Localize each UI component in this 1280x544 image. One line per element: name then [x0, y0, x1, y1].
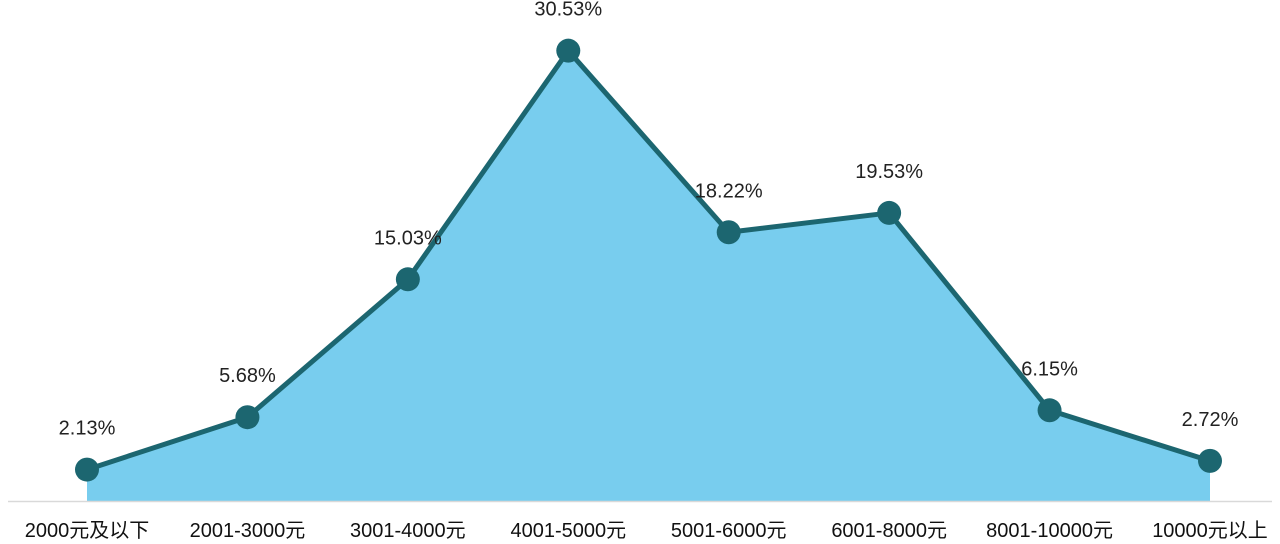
data-point-1	[75, 457, 99, 482]
data-label-layer: 2.13% 5.68% 15.03% 30.53% 18.22% 19.53% 6.15% 2…	[59, 0, 1239, 440]
data-label-4: 30.53%	[534, 0, 602, 21]
area-fill	[87, 50, 1210, 502]
data-point-5	[716, 220, 741, 245]
x-tick-label-4: 4001-5000元	[510, 520, 626, 542]
x-tick-label-1: 2000元及以下	[25, 520, 150, 542]
x-tick-label-3: 3001-4000元	[350, 520, 466, 542]
x-tick-label-2: 2001-3000元	[190, 520, 306, 542]
line-layer	[84, 48, 1213, 473]
data-label-3: 15.03%	[374, 227, 442, 249]
area-layer	[87, 50, 1210, 502]
data-label-1: 2.13%	[59, 418, 116, 440]
x-tick-label-6: 6001-8000元	[831, 520, 947, 542]
data-point-7	[1037, 398, 1062, 423]
data-label-5: 18.22%	[695, 180, 763, 202]
data-point-2	[235, 405, 260, 430]
data-point-4	[556, 38, 581, 63]
data-label-7: 6.15%	[1021, 358, 1078, 380]
x-tick-label-5: 5001-6000元	[671, 520, 787, 542]
x-tick-label-8: 10000元以上	[1152, 519, 1268, 542]
tick-label-layer: 2000元及以下 2001-3000元 3001-4000元 4001-5000元 50…	[25, 519, 1268, 542]
data-label-6: 19.53%	[855, 161, 923, 183]
data-label-2: 5.68%	[219, 365, 276, 387]
marker-layer	[75, 38, 1222, 482]
series-line	[84, 48, 1213, 473]
data-point-8	[1198, 448, 1222, 473]
data-point-6	[877, 200, 902, 225]
x-tick-label-7: 8001-10000元	[986, 520, 1113, 542]
data-point-3	[395, 267, 420, 292]
data-label-8: 2.72%	[1182, 409, 1239, 431]
